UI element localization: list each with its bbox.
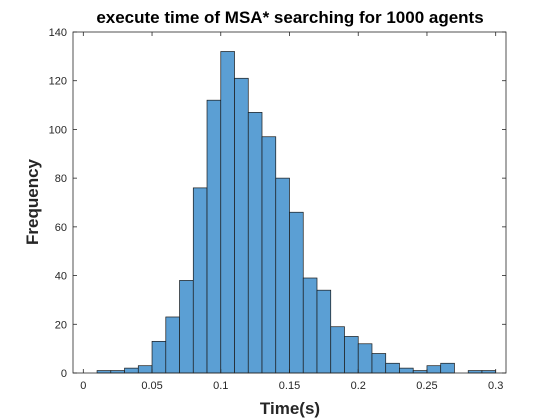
y-axis-label: Frequency [23, 158, 42, 245]
histogram-bar [234, 77, 249, 374]
histogram-bar [316, 289, 332, 374]
chart-title: execute time of MSA* searching for 1000 … [96, 8, 483, 27]
bars-group [96, 51, 497, 374]
x-axis-label: Time(s) [260, 399, 320, 418]
histogram-bar [124, 367, 139, 374]
histogram-bar [357, 343, 373, 374]
x-tick-label: 0.05 [141, 380, 162, 392]
histogram-bar [192, 187, 208, 374]
x-tick-label: 0.2 [351, 380, 366, 392]
y-tick-label: 80 [55, 173, 67, 185]
histogram-bar [220, 51, 235, 374]
histogram-bar [440, 362, 455, 374]
x-tick-label: 0 [80, 380, 86, 392]
x-tick-label: 0.15 [279, 380, 300, 392]
y-tick-label: 20 [55, 319, 67, 331]
histogram-bar [289, 211, 304, 374]
y-tick-label: 60 [55, 222, 67, 234]
y-axis-ticks: 0 20 40 60 80 100 120 140 [49, 27, 506, 380]
histogram-bar [206, 99, 222, 374]
histogram-bar [330, 326, 345, 374]
x-tick-label: 0.25 [416, 380, 437, 392]
histogram-bar [165, 316, 180, 374]
histogram-bar [302, 277, 318, 374]
histogram-bar [399, 367, 414, 374]
y-tick-label: 140 [49, 27, 67, 39]
histogram-bar [247, 112, 263, 374]
histogram-bar [137, 365, 153, 374]
y-tick-label: 40 [55, 271, 67, 283]
y-tick-label: 0 [61, 368, 67, 380]
histogram-bar [371, 353, 387, 374]
y-tick-label: 100 [49, 124, 67, 136]
x-axis-ticks: 0 0.05 0.1 0.15 0.2 0.25 0.3 [80, 32, 503, 392]
histogram-bar [179, 280, 194, 374]
histogram-bar [151, 340, 167, 374]
histogram-bar [426, 365, 442, 374]
histogram-bar [344, 336, 359, 374]
x-tick-label: 0.3 [488, 380, 503, 392]
y-tick-label: 120 [49, 76, 67, 88]
histogram-bar [261, 136, 277, 374]
x-tick-label: 0.1 [213, 380, 228, 392]
histogram-bar [385, 362, 400, 374]
histogram-bar [275, 177, 290, 374]
